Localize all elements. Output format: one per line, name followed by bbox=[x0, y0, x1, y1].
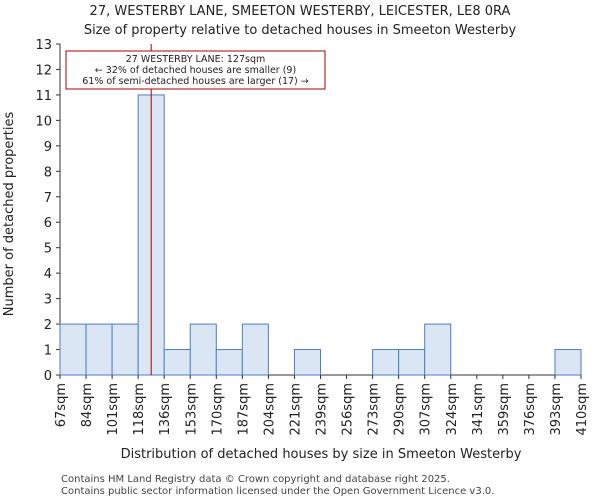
x-tick-label: 136sqm bbox=[158, 383, 173, 436]
x-tick-label: 290sqm bbox=[393, 383, 408, 436]
bar bbox=[554, 349, 582, 376]
bar bbox=[189, 323, 217, 376]
x-tick-label: 256sqm bbox=[341, 383, 356, 436]
y-tick-label: 1 bbox=[44, 344, 52, 359]
bar bbox=[111, 323, 139, 376]
chart-title: 27, WESTERBY LANE, SMEETON WESTERBY, LEI… bbox=[90, 4, 511, 19]
x-tick-label: 307sqm bbox=[419, 383, 434, 436]
y-tick-label: 4 bbox=[44, 267, 52, 282]
x-tick-label: 187sqm bbox=[236, 383, 251, 436]
x-tick-label: 118sqm bbox=[132, 383, 147, 436]
y-tick-label: 5 bbox=[44, 242, 52, 257]
x-tick-label: 153sqm bbox=[184, 383, 199, 436]
bar bbox=[59, 323, 87, 376]
x-tick-label: 359sqm bbox=[497, 383, 512, 436]
x-tick-label: 410sqm bbox=[575, 383, 590, 436]
x-tick-label: 221sqm bbox=[288, 383, 303, 436]
x-tick-label: 170sqm bbox=[210, 383, 225, 436]
bar bbox=[398, 349, 426, 376]
x-tick-label: 341sqm bbox=[471, 383, 486, 436]
footer-line-1: Contains HM Land Registry data © Crown c… bbox=[61, 474, 450, 485]
bar bbox=[215, 349, 243, 376]
x-tick-label: 376sqm bbox=[523, 383, 538, 436]
bar bbox=[241, 323, 269, 376]
y-tick-label: 2 bbox=[44, 318, 52, 333]
y-tick-label: 9 bbox=[44, 140, 52, 155]
y-tick-label: 11 bbox=[35, 89, 52, 104]
annotation-line: 27 WESTERBY LANE: 127sqm bbox=[126, 54, 265, 65]
footer-line-2: Contains public sector information licen… bbox=[61, 486, 494, 497]
y-tick-label: 7 bbox=[44, 191, 52, 206]
y-tick-label: 10 bbox=[35, 114, 52, 129]
y-tick-label: 12 bbox=[35, 63, 52, 78]
x-tick-label: 67sqm bbox=[54, 383, 69, 427]
x-tick-label: 204sqm bbox=[262, 383, 277, 436]
x-tick-label: 84sqm bbox=[80, 383, 95, 427]
y-axis-label: Number of detached properties bbox=[2, 112, 17, 317]
x-axis-label: Distribution of detached houses by size … bbox=[121, 447, 522, 462]
y-tick-label: 3 bbox=[44, 293, 52, 308]
annotation-line: ← 32% of detached houses are smaller (9) bbox=[95, 65, 296, 76]
chart-subtitle: Size of property relative to detached ho… bbox=[84, 23, 517, 38]
x-tick-label: 101sqm bbox=[106, 383, 121, 436]
annotation-line: 61% of semi-detached houses are larger (… bbox=[82, 76, 309, 87]
bar bbox=[293, 349, 322, 376]
bar bbox=[424, 323, 452, 376]
bar bbox=[85, 323, 113, 376]
x-tick-label: 324sqm bbox=[445, 383, 460, 436]
x-tick-label: 393sqm bbox=[549, 383, 564, 436]
bar bbox=[163, 349, 191, 376]
bar bbox=[372, 349, 400, 376]
x-tick-label: 239sqm bbox=[315, 383, 330, 436]
y-tick-label: 8 bbox=[44, 165, 52, 180]
y-tick-label: 6 bbox=[44, 216, 52, 231]
y-tick-label: 13 bbox=[35, 38, 52, 53]
annotation-box bbox=[65, 50, 326, 90]
x-tick-label: 273sqm bbox=[367, 383, 382, 436]
y-tick-label: 0 bbox=[44, 369, 52, 384]
